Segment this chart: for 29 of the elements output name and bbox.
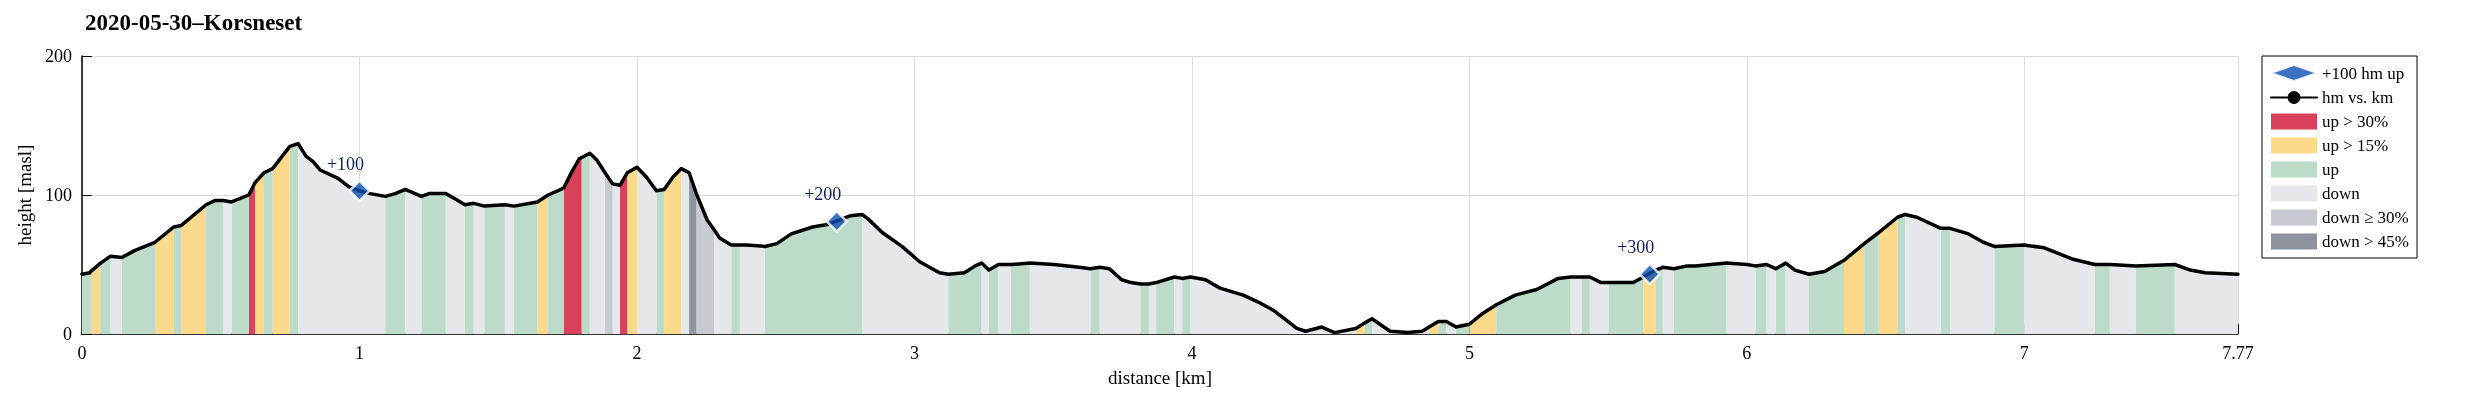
x-tick-label: 4	[1187, 343, 1197, 363]
x-axis-title: distance [km]	[1108, 367, 1212, 388]
legend-label: up > 15%	[2322, 136, 2389, 155]
legend-label: down > 45%	[2322, 232, 2410, 251]
x-tick-label: 3	[909, 343, 919, 363]
y-tick-label: 200	[45, 46, 72, 66]
y-axis-title: height [masl]	[14, 144, 36, 246]
legend-label: +100 hm up	[2322, 63, 2405, 83]
annotation: +100	[326, 153, 365, 174]
x-tick-label: 0	[77, 343, 87, 363]
x-tick-label: 7.77	[2222, 343, 2254, 363]
x-tick-label: 1	[354, 343, 364, 363]
x-tick-label: 6	[1742, 343, 1752, 363]
y-tick-label: 100	[45, 185, 72, 205]
x-tick-label: 7	[2019, 343, 2029, 363]
x-tick-label: 2	[632, 343, 642, 363]
y-tick-label: 0	[63, 324, 72, 344]
legend-label: up	[2322, 160, 2339, 179]
legend-label: down ≥ 30%	[2322, 208, 2409, 227]
point	[1638, 262, 1661, 286]
point	[348, 179, 371, 203]
annotation: +200	[804, 184, 842, 205]
legend-label: hm vs. km	[2322, 88, 2394, 107]
legend-label: up > 30%	[2322, 112, 2389, 131]
chart-title: 2020-05-30–Korsneset	[85, 10, 303, 35]
point	[825, 210, 848, 233]
annotation: +300	[1617, 237, 1655, 258]
x-tick-label: 5	[1464, 343, 1474, 363]
legend-label: down	[2322, 184, 2361, 203]
